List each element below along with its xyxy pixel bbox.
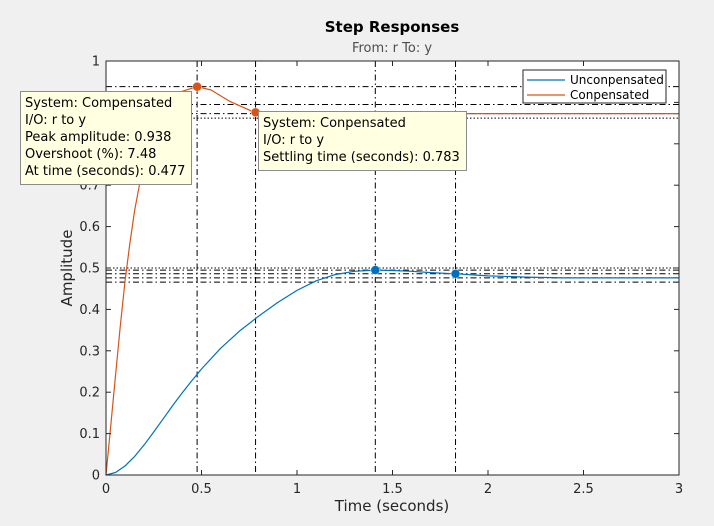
y-tick-label-2: 0.2 xyxy=(79,386,100,401)
tip-peak-amplitude: Peak amplitude: 0.938 xyxy=(25,130,172,145)
legend-label-unconpensated: Unconpensated xyxy=(570,73,664,87)
legend-label-conpensated: Conpensated xyxy=(570,88,649,102)
marker-unconpensated-3 xyxy=(450,269,461,279)
y-tick-label-5: 0.5 xyxy=(79,262,100,277)
legend-box xyxy=(522,69,667,104)
x-tick-label-0: 0 xyxy=(102,482,110,497)
marker-conpensated-0 xyxy=(192,81,202,92)
peak-response-datatip[interactable]: System: Compensated I/O: r to y Peak amp… xyxy=(20,91,193,185)
tip-peak-time: At time (seconds): 0.477 xyxy=(25,164,186,179)
x-tick-label-5: 2.5 xyxy=(573,482,594,497)
tip-io: I/O: r to y xyxy=(263,133,325,148)
tip-overshoot: Overshoot (%): 7.48 xyxy=(25,147,157,162)
y-tick-label-3: 0.3 xyxy=(79,344,100,359)
y-tick-label-10: 1 xyxy=(92,55,100,70)
chart-title: Step Responses xyxy=(325,18,460,36)
y-tick-label-1: 0.1 xyxy=(79,427,100,442)
characteristic-markers xyxy=(192,81,461,279)
legend[interactable]: Unconpensated Conpensated xyxy=(522,69,667,104)
x-tick-label-2: 1 xyxy=(293,482,301,497)
settling-time-datatip[interactable]: System: Conpensated I/O: r to y Settling… xyxy=(258,111,467,171)
chart-subtitle: From: r To: y xyxy=(352,41,432,56)
tip-system: System: Conpensated xyxy=(263,116,406,131)
y-tick-label-6: 0.6 xyxy=(79,220,100,235)
x-tick-label-4: 2 xyxy=(484,482,492,497)
tip-io: I/O: r to y xyxy=(25,113,87,128)
y-tick-label-4: 0.4 xyxy=(79,303,100,318)
x-axis-label: Time (seconds) xyxy=(334,497,450,515)
x-tick-label-3: 1.5 xyxy=(382,482,403,497)
x-tick-label-6: 3 xyxy=(675,482,683,497)
x-tick-label-1: 0.5 xyxy=(191,482,212,497)
marker-unconpensated-2 xyxy=(370,265,381,275)
tip-system: System: Compensated xyxy=(25,96,173,111)
y-tick-label-0: 0 xyxy=(92,469,100,484)
y-axis-label: Amplitude xyxy=(58,230,76,307)
series-line-unconpensated xyxy=(105,269,679,476)
tip-settling-time: Settling time (seconds): 0.783 xyxy=(263,150,460,165)
